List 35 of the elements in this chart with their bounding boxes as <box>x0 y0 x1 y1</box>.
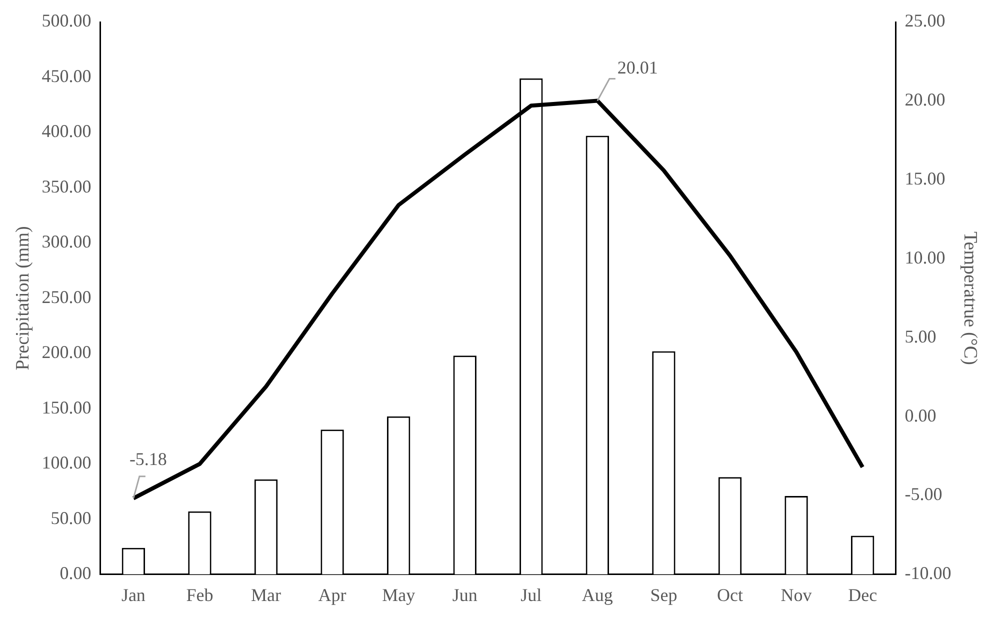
y2-tick-label: -10.00 <box>904 563 952 584</box>
data-label: 20.01 <box>617 57 658 78</box>
y-tick-label: 250.00 <box>42 286 92 307</box>
y2-tick-label: 25.00 <box>904 10 946 31</box>
y2-tick-label: 10.00 <box>904 247 946 268</box>
x-tick-label: Jul <box>520 584 542 605</box>
y2-tick-label: 15.00 <box>904 168 946 189</box>
y-tick-label: 350.00 <box>42 176 92 196</box>
x-tick-label: May <box>382 584 416 605</box>
y-tick-label: 0.00 <box>60 563 92 584</box>
x-tick-label: Sep <box>650 584 678 605</box>
x-tick-label: Jan <box>121 584 146 605</box>
y2-tick-label: -5.00 <box>904 484 942 504</box>
x-tick-label: Apr <box>318 584 346 605</box>
x-tick-label: Aug <box>582 584 613 605</box>
x-tick-label: Oct <box>716 584 743 605</box>
y-tick-label: 400.00 <box>42 121 92 142</box>
x-tick-label: Jun <box>452 584 478 605</box>
y-tick-label: 100.00 <box>42 452 92 473</box>
x-tick-label: Dec <box>848 584 878 605</box>
x-tick-label: Nov <box>780 584 812 605</box>
y2-tick-label: 0.00 <box>904 405 936 426</box>
x-tick-label: Feb <box>186 584 214 605</box>
y-tick-label: 50.00 <box>50 508 92 528</box>
y-tick-label: 450.00 <box>42 66 92 86</box>
y2-tick-label: 20.00 <box>904 90 946 110</box>
y-tick-label: 150.00 <box>42 397 92 418</box>
x-tick-label: Mar <box>251 584 282 605</box>
y-tick-label: 200.00 <box>42 342 92 362</box>
y-axis-title: Precipitation (mm) <box>12 226 34 370</box>
y-tick-label: 300.00 <box>42 232 92 252</box>
y-tick-label: 500.00 <box>42 10 92 31</box>
data-label: -5.18 <box>129 449 167 470</box>
y2-tick-label: 5.00 <box>904 326 936 346</box>
y2-axis-title: Temperatrue (°C) <box>960 231 981 365</box>
